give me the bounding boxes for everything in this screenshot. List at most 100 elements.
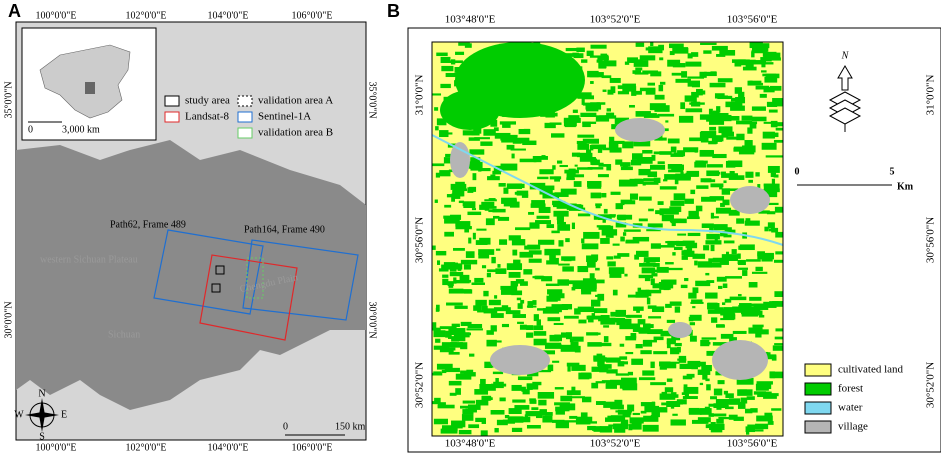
forest-patch	[502, 121, 511, 128]
forest-patch	[774, 291, 783, 297]
forest-patch	[749, 296, 762, 301]
forest-patch	[609, 214, 616, 217]
forest-patch	[551, 419, 565, 423]
forest-patch	[452, 190, 465, 197]
forest-patch	[771, 178, 776, 185]
forest-patch	[648, 316, 662, 319]
forest-patch	[768, 109, 778, 113]
forest-patch	[751, 46, 769, 52]
forest-patch	[533, 157, 542, 163]
forest-patch	[560, 344, 577, 352]
forest-patch	[610, 415, 626, 422]
forest-patch	[600, 53, 608, 57]
forest-patch	[606, 108, 612, 112]
forest-patch	[763, 121, 775, 124]
forest-patch	[535, 220, 552, 225]
forest-patch	[659, 366, 667, 370]
forest-patch	[475, 299, 487, 306]
forest-patch	[740, 308, 750, 315]
forest-patch	[463, 201, 476, 208]
forest-patch	[738, 61, 747, 65]
forest-patch	[475, 417, 486, 423]
forest-patch	[619, 324, 636, 330]
village-patch	[490, 345, 550, 375]
forest-patch	[481, 265, 487, 269]
forest-patch	[749, 80, 753, 85]
forest-patch	[775, 251, 783, 255]
forest-patch	[512, 399, 526, 403]
forest-patch	[593, 308, 608, 314]
forest-patch	[751, 116, 767, 122]
forest-patch	[445, 153, 454, 158]
forest-patch	[616, 318, 632, 326]
forest-patch	[665, 303, 672, 308]
forest-patch	[677, 233, 687, 236]
forest-patch	[710, 244, 715, 252]
forest-patch	[436, 304, 440, 312]
forest-patch	[448, 380, 462, 386]
lat-label: 35°0'0"N	[3, 81, 14, 118]
place-label: Sichuan	[108, 329, 140, 340]
forest-patch	[757, 252, 774, 260]
forest-patch	[617, 253, 630, 257]
forest-patch	[584, 95, 595, 100]
forest-patch	[587, 425, 596, 431]
forest-patch	[569, 338, 574, 343]
forest-patch	[552, 360, 560, 363]
forest-patch	[559, 164, 568, 168]
forest-patch	[642, 150, 653, 154]
forest-patch	[572, 282, 589, 290]
forest-patch	[558, 240, 564, 247]
forest-patch	[690, 189, 696, 195]
forest-patch	[772, 345, 783, 351]
forest-patch	[722, 283, 728, 288]
forest-patch	[475, 399, 489, 406]
forest-patch	[508, 271, 521, 278]
forest-patch	[650, 278, 655, 286]
forest-patch	[491, 256, 496, 264]
forest-patch	[723, 234, 732, 238]
forest-patch	[672, 252, 676, 256]
forest-patch	[591, 313, 596, 318]
forest-patch	[774, 122, 783, 127]
forest-patch	[670, 419, 686, 426]
forest-patch	[445, 72, 459, 78]
forest-patch	[464, 228, 470, 233]
forest-patch	[517, 321, 524, 324]
forest-patch	[608, 141, 619, 149]
forest-patch	[699, 71, 707, 78]
forest-patch	[517, 303, 523, 309]
forest-patch	[529, 398, 536, 402]
forest-patch	[687, 216, 700, 220]
forest-patch	[695, 205, 703, 212]
forest-patch	[674, 179, 679, 185]
forest-patch	[625, 336, 637, 341]
forest-patch	[719, 261, 729, 265]
forest-patch	[716, 106, 721, 113]
forest-patch	[448, 351, 460, 355]
forest-patch	[721, 188, 731, 195]
forest-patch	[444, 204, 452, 208]
lon-label: 106°0'0"E	[292, 442, 333, 453]
forest-patch	[554, 387, 564, 390]
forest-patch	[686, 170, 700, 177]
forest-patch	[661, 128, 669, 132]
forest-patch	[744, 140, 753, 146]
forest-patch	[751, 50, 768, 54]
compass-label: S	[39, 431, 45, 442]
forest-patch	[598, 364, 612, 369]
forest-patch	[591, 366, 609, 372]
forest-patch	[467, 162, 483, 169]
forest-patch	[740, 397, 748, 404]
forest-patch	[448, 328, 466, 336]
forest-patch	[753, 391, 766, 395]
forest-patch	[706, 164, 723, 168]
forest-patch	[432, 322, 437, 329]
forest-patch	[747, 127, 753, 134]
forest-patch	[571, 222, 575, 230]
forest-patch	[764, 191, 778, 198]
forest-patch	[601, 380, 615, 383]
forest-patch	[606, 112, 615, 118]
forest-patch	[609, 273, 622, 278]
lat-label: 30°52'0"N	[925, 362, 937, 408]
